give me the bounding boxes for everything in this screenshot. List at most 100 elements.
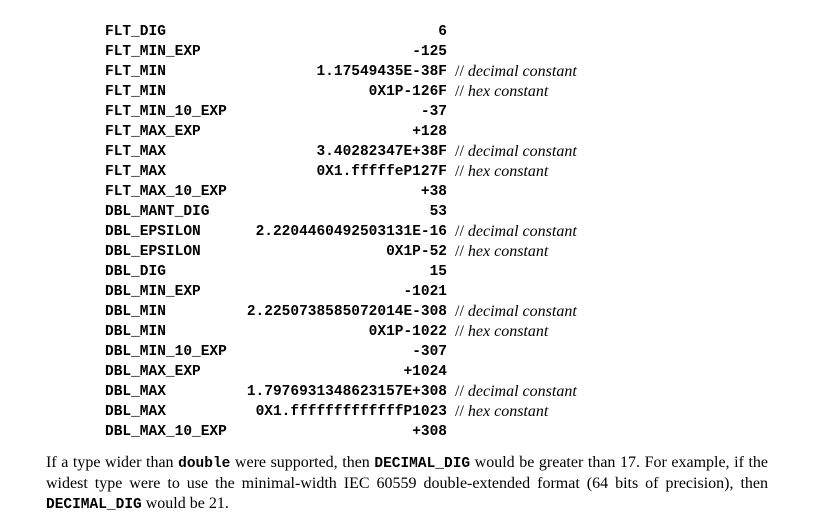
macro-name: DBL_MANT_DIG: [105, 204, 210, 220]
comment-slashes: //: [455, 323, 464, 340]
macro-row: DBL_EPSILON 2.2204460492503131E-16 // deci…: [105, 222, 625, 242]
macro-row: FLT_MAX 3.40282347E+38F // decimal constan…: [105, 142, 625, 162]
macro-value: +128: [412, 124, 447, 140]
macro-value: -1021: [403, 284, 447, 300]
macro-value: 2.2204460492503131E-16: [255, 224, 447, 240]
macro-name: FLT_MAX: [105, 144, 166, 160]
macro-name: DBL_DIG: [105, 264, 166, 280]
comment-slashes: //: [455, 303, 464, 320]
macro-row: DBL_MAX_10_EXP +308: [105, 422, 625, 442]
macro-comment: // decimal constant: [455, 222, 577, 242]
comment-slashes: //: [455, 243, 464, 260]
macro-name: DBL_MAX_EXP: [105, 364, 201, 380]
macro-name: DBL_MAX: [105, 384, 166, 400]
macro-comment: // decimal constant: [455, 382, 577, 402]
macro-row: FLT_MIN 0X1P-126F // hex constant: [105, 82, 625, 102]
macro-comment: // decimal constant: [455, 302, 577, 322]
comment-text: hex constant: [467, 83, 549, 100]
macro-value: -125: [412, 44, 447, 60]
comment-slashes: //: [455, 223, 464, 240]
macro-name: FLT_MIN: [105, 64, 166, 80]
macro-row: DBL_MIN_10_EXP -307: [105, 342, 625, 362]
comment-slashes: //: [455, 143, 464, 160]
macro-value: +308: [412, 424, 447, 440]
macro-row: FLT_MIN_10_EXP -37: [105, 102, 625, 122]
macro-name: DBL_EPSILON: [105, 244, 201, 260]
code-decimal-dig: DECIMAL_DIG: [374, 456, 471, 472]
macro-row: DBL_EPSILON 0X1P-52 // hex constant: [105, 242, 625, 262]
macro-value: +38: [420, 184, 447, 200]
macro-value: 0X1P-52: [386, 244, 447, 260]
macro-row: DBL_MIN 0X1P-1022 // hex constant: [105, 322, 625, 342]
macro-row: DBL_MIN 2.2250738585072014E-308 // decimal…: [105, 302, 625, 322]
explanation-paragraph: If a type wider than double were support…: [46, 453, 768, 515]
macro-value: 1.7976931348623157E+308: [246, 384, 447, 400]
comment-text: hex constant: [467, 243, 549, 260]
macro-name: FLT_MAX_10_EXP: [105, 184, 227, 200]
macro-comment: // hex constant: [455, 322, 548, 342]
macro-name: DBL_MIN: [105, 304, 166, 320]
macro-value: 0X1.fffffffffffffP1023: [255, 404, 447, 420]
macro-value: -307: [412, 344, 447, 360]
comment-slashes: //: [455, 163, 464, 180]
macro-row: FLT_MAX_EXP +128: [105, 122, 625, 142]
macro-value: -37: [420, 104, 447, 120]
comment-slashes: //: [455, 63, 464, 80]
macro-value: 6: [438, 24, 447, 40]
macro-name: DBL_MAX_10_EXP: [105, 424, 227, 440]
macro-comment: // hex constant: [455, 402, 548, 422]
paragraph-text: would be greater than 17. For example, i…: [46, 454, 769, 492]
comment-text: hex constant: [467, 403, 549, 420]
comment-slashes: //: [455, 403, 464, 420]
macro-comment: // hex constant: [455, 242, 548, 262]
paragraph-text: would be 21.: [141, 495, 229, 512]
macro-name: FLT_MIN_EXP: [105, 44, 201, 60]
macro-value: 15: [429, 264, 447, 280]
macro-row: DBL_MAX 0X1.fffffffffffffP1023 // hex cons…: [105, 402, 625, 422]
paragraph-text: If a type wider than: [46, 454, 179, 471]
comment-text: hex constant: [467, 163, 549, 180]
macro-row: DBL_MAX_EXP +1024: [105, 362, 625, 382]
macro-name: FLT_MAX: [105, 164, 166, 180]
macro-table: FLT_DIG 6 FLT_MIN_EXP -125 FLT_MIN 1.17549435…: [105, 22, 625, 442]
comment-text: decimal constant: [467, 383, 577, 400]
comment-text: hex constant: [467, 323, 549, 340]
comment-slashes: //: [455, 83, 464, 100]
code-decimal-dig: DECIMAL_DIG: [46, 497, 142, 513]
macro-value: 3.40282347E+38F: [316, 144, 447, 160]
macro-row: FLT_MIN_EXP -125: [105, 42, 625, 62]
macro-name: FLT_MAX_EXP: [105, 124, 201, 140]
macro-comment: // hex constant: [455, 162, 548, 182]
comment-text: decimal constant: [467, 63, 577, 80]
macro-value: 2.2250738585072014E-308: [246, 304, 447, 320]
code-double: double: [178, 456, 231, 472]
macro-row: FLT_MAX 0X1.fffffeP127F // hex constant: [105, 162, 625, 182]
macro-value: +1024: [403, 364, 447, 380]
comment-text: decimal constant: [467, 223, 577, 240]
comment-text: decimal constant: [467, 143, 577, 160]
macro-value: 0X1P-126F: [368, 84, 447, 100]
macro-name: FLT_MIN_10_EXP: [105, 104, 227, 120]
macro-row: DBL_MIN_EXP -1021: [105, 282, 625, 302]
macro-row: FLT_MIN 1.17549435E-38F // decimal constan…: [105, 62, 625, 82]
macro-row: DBL_MANT_DIG 53: [105, 202, 625, 222]
macro-comment: // decimal constant: [455, 62, 577, 82]
macro-name: DBL_MIN: [105, 324, 166, 340]
macro-name: FLT_MIN: [105, 84, 166, 100]
comment-slashes: //: [455, 383, 464, 400]
macro-row: FLT_DIG 6: [105, 22, 625, 42]
macro-row: DBL_MAX 1.7976931348623157E+308 // decimal…: [105, 382, 625, 402]
macro-value: 0X1.fffffeP127F: [316, 164, 447, 180]
macro-name: DBL_MIN_EXP: [105, 284, 201, 300]
macro-name: FLT_DIG: [105, 24, 166, 40]
comment-text: decimal constant: [467, 303, 577, 320]
macro-name: DBL_MIN_10_EXP: [105, 344, 227, 360]
macro-value: 0X1P-1022: [368, 324, 447, 340]
macro-name: DBL_EPSILON: [105, 224, 201, 240]
macro-row: DBL_DIG 15: [105, 262, 625, 282]
macro-comment: // hex constant: [455, 82, 548, 102]
paragraph-text: were supported, then: [230, 454, 375, 471]
macro-value: 1.17549435E-38F: [316, 64, 447, 80]
macro-comment: // decimal constant: [455, 142, 577, 162]
macro-name: DBL_MAX: [105, 404, 166, 420]
